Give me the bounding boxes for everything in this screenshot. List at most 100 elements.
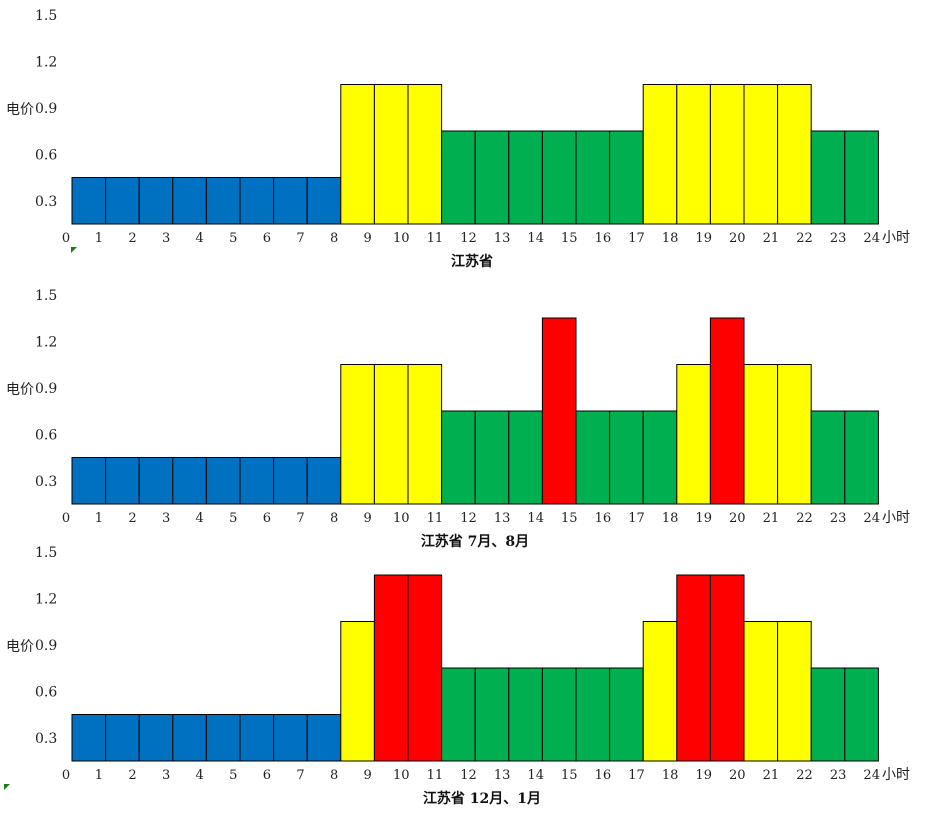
y-tick-label: 0.9 [35,381,57,397]
price-bar [676,574,711,762]
price-bar [575,410,611,505]
price-bar [306,457,342,505]
y-axis-label: 电价 [6,102,34,118]
x-tick-label: 23 [830,511,847,526]
price-bar [340,364,375,505]
price-bar [306,714,342,762]
x-tick-label: 18 [662,231,679,246]
price-bar [306,177,342,225]
price-bar [575,667,611,762]
y-axis-label: 电价 [6,639,34,655]
price-bar [743,621,779,762]
x-tick-label: 23 [830,231,847,246]
x-tick-label: 10 [393,231,410,246]
chart-title: 江苏省 [451,253,493,270]
price-bar [609,410,644,505]
x-tick-label: 7 [296,231,304,246]
price-bar [138,714,174,762]
price-bar [508,667,543,762]
y-tick-label: 0.6 [35,427,57,443]
x-tick-label: 24 [863,231,880,246]
y-tick-label: 0.6 [35,684,57,700]
x-tick-label: 17 [628,768,645,783]
price-bar [777,84,812,225]
price-bar [642,84,678,225]
y-tick-label: 1.5 [35,288,57,304]
x-tick-label: 7 [296,768,304,783]
price-bar [239,457,275,505]
price-bar [273,177,308,225]
x-tick-label: 3 [162,231,170,246]
x-tick-label: 0 [62,511,70,526]
chart-title: 江苏省 12月、1月 [423,790,541,807]
x-tick-label: 21 [763,231,780,246]
x-tick-label: 4 [196,511,204,526]
price-bar [508,410,543,505]
price-bar [743,84,779,225]
price-bar [373,364,409,505]
price-bar [810,130,846,225]
x-tick-label: 1 [95,511,103,526]
price-bar [441,130,476,225]
price-bar [273,457,308,505]
x-tick-label: 21 [763,511,780,526]
x-tick-label: 3 [162,768,170,783]
price-bar [373,84,409,225]
price-bar [676,84,711,225]
y-tick-label: 1.2 [35,54,57,70]
price-bar [609,130,644,225]
price-bar [474,667,510,762]
price-bar [71,457,107,505]
price-bar [541,317,577,505]
x-tick-label: 5 [229,511,237,526]
x-tick-label: 2 [128,768,136,783]
price-bar [810,667,846,762]
price-bar [71,714,107,762]
price-bar [508,130,543,225]
x-tick-label: 17 [628,231,645,246]
x-tick-label: 4 [196,768,204,783]
y-tick-label: 0.9 [35,638,57,654]
x-tick-label: 24 [863,511,880,526]
x-tick-label: 14 [527,511,544,526]
x-tick-label: 16 [595,511,612,526]
y-tick-label: 1.5 [35,545,57,561]
price-bar [474,130,510,225]
price-bar [340,84,375,225]
price-bar [441,410,476,505]
price-bar [743,364,779,505]
price-bar [609,667,644,762]
price-bar [172,457,207,505]
x-tick-label: 15 [561,768,578,783]
price-bar [138,177,174,225]
price-bar [676,364,711,505]
price-bar [172,714,207,762]
price-bar [541,130,577,225]
y-tick-label: 0.9 [35,101,57,117]
x-axis-label: 小时 [882,230,910,246]
y-tick-label: 1.2 [35,591,57,607]
x-tick-label: 1 [95,768,103,783]
price-bar [205,177,241,225]
price-bar [844,667,879,762]
price-bar [138,457,174,505]
x-tick-label: 13 [494,768,511,783]
x-tick-label: 6 [263,231,271,246]
x-tick-label: 13 [494,511,511,526]
x-tick-label: 11 [427,511,444,526]
x-tick-label: 0 [62,768,70,783]
x-tick-label: 22 [796,231,813,246]
x-tick-label: 14 [527,231,544,246]
x-tick-label: 19 [695,231,712,246]
price-bar [844,410,879,505]
x-tick-label: 15 [561,511,578,526]
x-tick-label: 12 [460,231,477,246]
x-tick-label: 8 [330,511,338,526]
x-tick-label: 2 [128,511,136,526]
price-bar [709,574,745,762]
price-bar [810,410,846,505]
y-tick-label: 0.6 [35,147,57,163]
price-bar [105,457,140,505]
price-bar [709,84,745,225]
y-axis-label: 电价 [6,382,34,398]
